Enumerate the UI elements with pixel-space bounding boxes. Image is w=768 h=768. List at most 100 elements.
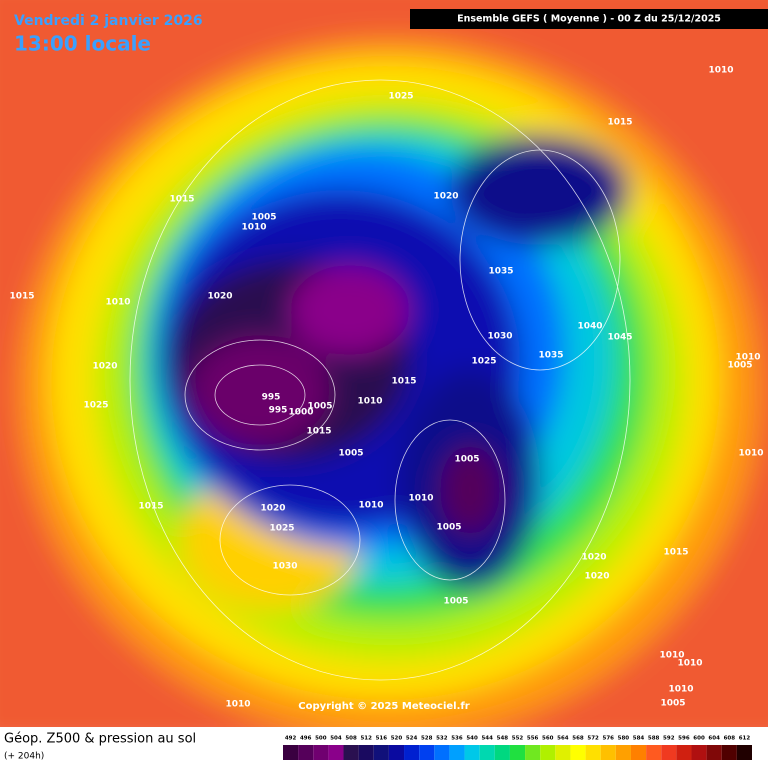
isobar-label: 995 [262, 393, 281, 403]
isobar-label: 1025 [269, 524, 294, 534]
isobar-label: 1020 [207, 292, 232, 302]
color-swatch [706, 745, 722, 760]
isobar-label: 1025 [388, 92, 413, 102]
level-label: 532 [436, 736, 448, 742]
isobar-label: 1005 [660, 699, 685, 709]
level-label: 596 [678, 736, 690, 742]
color-swatch [464, 745, 480, 760]
isobar-label: 995 [269, 406, 288, 416]
isobar-label: 1015 [663, 548, 688, 558]
level-label: 564 [557, 736, 569, 742]
colorbar: 492 496 500 504 508 512 516 520 524 528 532 536 540 5… [283, 736, 752, 760]
isobar-label: 1005 [338, 449, 363, 459]
color-swatch [434, 745, 450, 760]
isobar-label: 1010 [677, 659, 702, 669]
isobar-label: 1005 [307, 402, 332, 412]
level-label: 576 [603, 736, 615, 742]
isobar-label: 1015 [607, 118, 632, 128]
level-label: 528 [421, 736, 433, 742]
level-label: 492 [285, 736, 297, 742]
isobar-label: 1020 [584, 572, 609, 582]
level-label: 536 [451, 736, 463, 742]
isobar-label: 1010 [708, 66, 733, 76]
level-label: 544 [481, 736, 493, 742]
color-swatch [373, 745, 389, 760]
isobar-label: 1025 [471, 357, 496, 367]
level-label: 604 [708, 736, 720, 742]
color-swatch [509, 745, 526, 760]
isobar-label: 1005 [443, 597, 468, 607]
color-swatch [721, 745, 737, 760]
level-label: 568 [572, 736, 584, 742]
isobar-label: 1045 [607, 333, 632, 343]
isobar-label: 1010 [225, 700, 250, 710]
isobar-label: 1000 [288, 408, 313, 418]
isobar-label: 1015 [138, 502, 163, 512]
isobar-label: 1015 [306, 427, 331, 437]
isobar-label: 1005 [436, 523, 461, 533]
level-label: 580 [618, 736, 630, 742]
color-swatch [479, 745, 495, 760]
isobar-label: 1010 [735, 353, 760, 363]
color-swatch [313, 745, 329, 760]
level-label: 572 [587, 736, 599, 742]
color-swatch [328, 745, 344, 760]
color-swatch [570, 745, 586, 760]
level-label: 540 [466, 736, 478, 742]
color-swatch [494, 745, 510, 760]
level-label: 504 [330, 736, 342, 742]
level-label: 552 [512, 736, 524, 742]
isobar-label: 1035 [488, 267, 513, 277]
level-label: 548 [497, 736, 509, 742]
level-label: 516 [376, 736, 388, 742]
footer-title: Géop. Z500 & pression au sol [4, 732, 196, 747]
color-swatch [419, 745, 435, 760]
color-swatch [630, 745, 647, 760]
level-label: 512 [360, 736, 372, 742]
level-label: 496 [300, 736, 312, 742]
isobar-label: 1010 [408, 494, 433, 504]
level-label: 600 [693, 736, 705, 742]
time: 13:00 locale [14, 32, 151, 56]
isobar-label: 1025 [83, 401, 108, 411]
copyright: Copyright © 2025 Meteociel.fr [298, 701, 469, 712]
isobar-label: 1015 [169, 195, 194, 205]
level-label: 608 [724, 736, 736, 742]
isobar-label: 1015 [9, 292, 34, 302]
isobar-label: 1020 [92, 362, 117, 372]
isobar-label: 1010 [105, 298, 130, 308]
isobar-label: 1030 [272, 562, 297, 572]
isobar-label: 1010 [659, 651, 684, 661]
isobar-label: 1020 [260, 504, 285, 514]
level-label: 556 [527, 736, 539, 742]
isobar-label: 1005 [454, 455, 479, 465]
color-swatch [555, 745, 571, 760]
color-swatch [298, 745, 314, 760]
isobar-label: 1005 [251, 213, 276, 223]
color-swatch [676, 745, 692, 760]
color-swatch [615, 745, 631, 760]
model-info: Ensemble GEFS ( Moyenne ) - 00 Z du 25/1… [457, 14, 721, 25]
isobar-label: 1030 [487, 332, 512, 342]
level-label: 500 [315, 736, 327, 742]
level-label: 584 [633, 736, 645, 742]
color-swatch [736, 745, 752, 760]
isobar-label: 1035 [538, 351, 563, 361]
level-label: 612 [739, 736, 751, 742]
isobar-label: 1015 [391, 377, 416, 387]
color-swatch [646, 745, 662, 760]
level-label: 592 [663, 736, 675, 742]
level-label: 524 [406, 736, 418, 742]
isobar-lines [129, 79, 631, 681]
color-swatch [585, 745, 601, 760]
field [0, 0, 768, 750]
level-label: 520 [391, 736, 403, 742]
isobar-label: 1020 [433, 192, 458, 202]
color-swatch [661, 745, 677, 760]
color-swatch [283, 745, 299, 760]
color-swatch [358, 745, 374, 760]
isobar-label: 1020 [581, 553, 606, 563]
isobar-label: 1010 [357, 397, 382, 407]
isobar-label: 1040 [577, 322, 602, 332]
isobar-label: 1010 [738, 449, 763, 459]
